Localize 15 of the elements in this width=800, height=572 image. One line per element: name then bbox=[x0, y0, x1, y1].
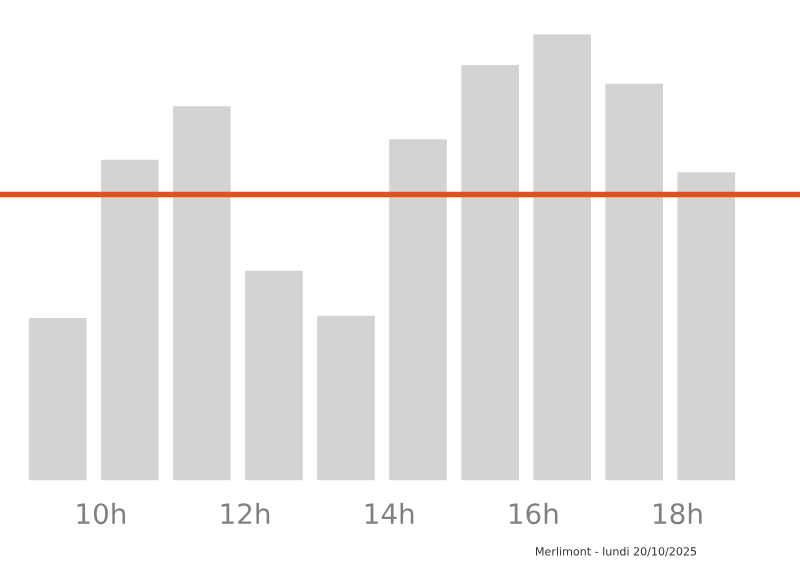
bar bbox=[605, 83, 664, 481]
bar bbox=[100, 159, 159, 481]
bar bbox=[28, 318, 87, 481]
bar bbox=[389, 139, 447, 481]
x-tick-label: 18h bbox=[654, 502, 702, 525]
x-tick-label: 12h bbox=[221, 502, 270, 524]
bar bbox=[677, 172, 736, 481]
x-tick-label: 16h bbox=[509, 502, 558, 525]
x-tick-label: 14h bbox=[365, 502, 414, 524]
x-tick-label: 10h bbox=[77, 502, 126, 525]
bar bbox=[172, 106, 231, 481]
bar bbox=[461, 65, 519, 481]
bar bbox=[317, 315, 375, 481]
bar bbox=[245, 270, 303, 481]
bar bbox=[533, 34, 591, 481]
